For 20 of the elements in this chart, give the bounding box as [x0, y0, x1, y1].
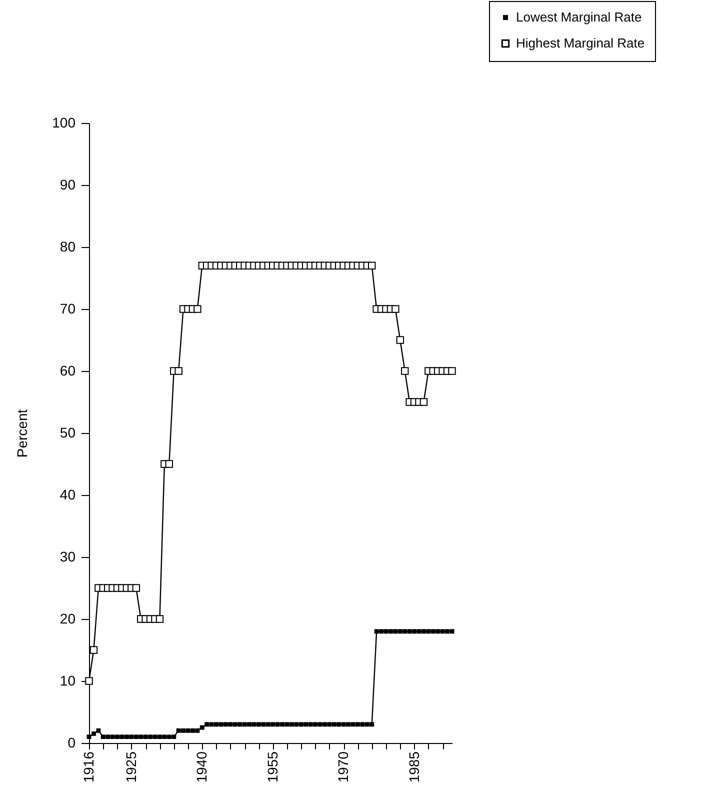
- legend-label: Lowest Marginal Rate: [516, 10, 642, 24]
- x-tick-label: 1916: [80, 751, 96, 783]
- y-tick-label: 80: [60, 238, 76, 254]
- x-tick-label: 1955: [264, 751, 280, 783]
- y-tick-label: 30: [60, 548, 76, 564]
- y-tick-label: 90: [60, 176, 76, 192]
- y-tick-label: 100: [52, 114, 76, 130]
- y-tick-label: 70: [60, 300, 76, 316]
- y-tick-label: 60: [60, 362, 76, 378]
- x-tick-label: 1985: [406, 751, 422, 783]
- y-tick-label: 40: [60, 486, 76, 502]
- y-tick-label: 50: [60, 424, 76, 440]
- y-axis-title: Percent: [14, 409, 30, 458]
- x-tick-label: 1925: [122, 751, 139, 783]
- y-tick-label: 0: [68, 734, 76, 750]
- x-tick-label: 1940: [194, 751, 210, 783]
- y-tick-label: 10: [60, 672, 76, 688]
- y-tick-label: 20: [60, 610, 76, 626]
- legend-label: Highest Marginal Rate: [516, 36, 645, 50]
- x-tick-label: 1970: [335, 751, 352, 783]
